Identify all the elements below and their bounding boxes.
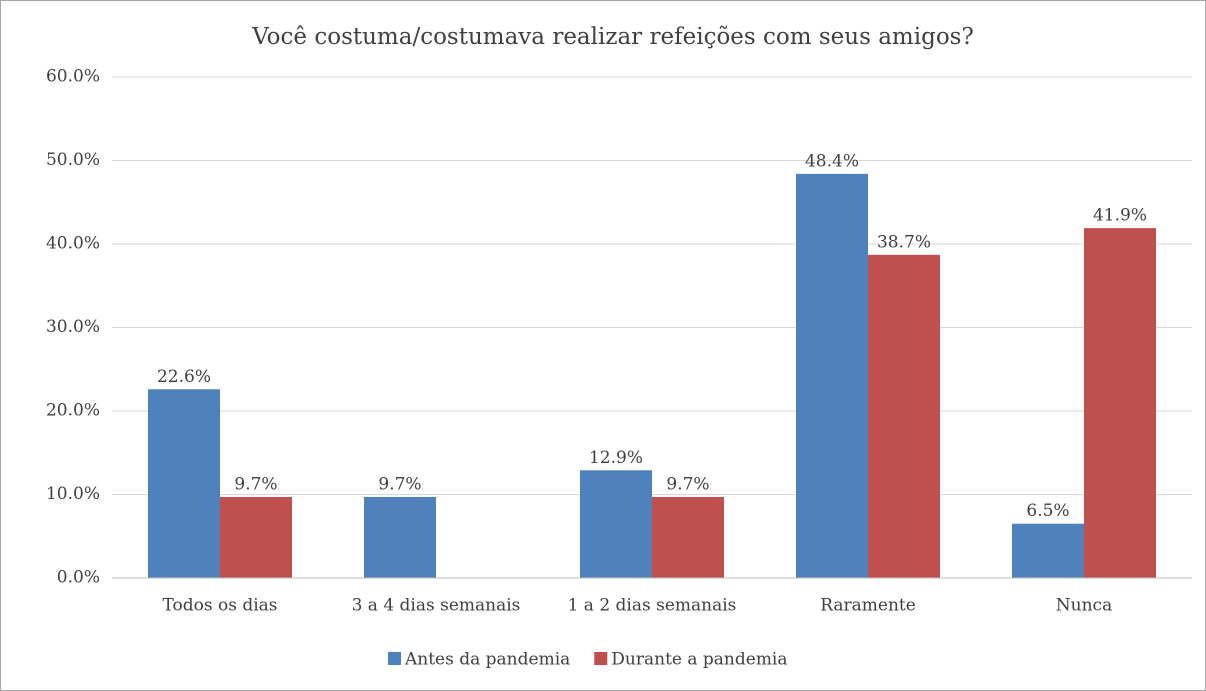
chart-title: Você costuma/costumava realizar refeiçõe… [251,24,974,50]
data-label: 41.9% [1093,206,1147,226]
data-label: 22.6% [157,367,211,387]
bar [796,173,868,579]
data-label: 48.4% [805,151,859,171]
bar [652,497,724,578]
x-tick-label: Nunca [1056,596,1112,616]
y-tick-label: 50.0% [46,150,100,170]
y-tick-label: 0.0% [57,568,100,588]
data-label: 9.7% [378,475,421,495]
bar [1084,228,1156,578]
x-tick-label: Todos os dias [162,596,277,616]
x-tick-label: 1 a 2 dias semanais [568,596,737,616]
data-label: 38.7% [877,232,931,252]
y-tick-label: 20.0% [46,401,100,421]
bar [1012,523,1084,578]
legend-swatch [594,652,608,665]
legend-label: Durante a pandemia [611,650,787,670]
legend-label: Antes da pandemia [404,650,570,670]
bar [580,470,652,578]
x-tick-label: Raramente [820,596,916,616]
data-label: 9.7% [666,475,709,495]
x-tick-label: 3 a 4 dias semanais [352,596,521,616]
data-label: 12.9% [589,448,643,468]
bar [148,389,220,578]
y-tick-label: 10.0% [46,484,100,504]
data-label: 6.5% [1026,501,1069,521]
data-label: 9.7% [234,475,277,495]
y-tick-label: 40.0% [46,234,100,254]
y-tick-label: 60.0% [46,67,100,87]
bar [868,254,940,579]
bar [220,497,292,578]
bar [364,497,436,578]
y-tick-label: 30.0% [46,317,100,337]
legend-swatch [388,652,401,665]
